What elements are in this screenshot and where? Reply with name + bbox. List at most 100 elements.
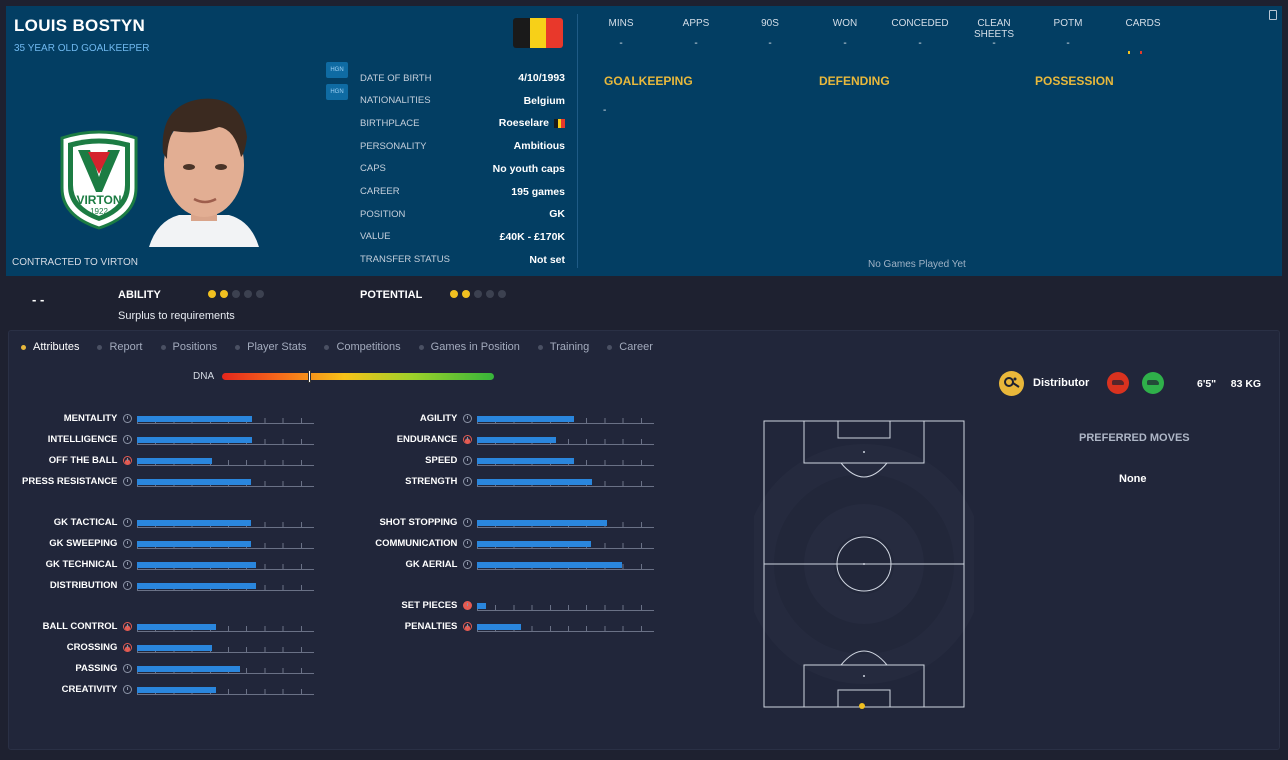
bio-row: POSITION GK xyxy=(360,205,565,223)
tab-attributes[interactable]: Attributes xyxy=(21,341,79,353)
attribute-row[interactable]: BALL CONTROL xyxy=(14,616,314,637)
attribute-row[interactable]: INTELLIGENCE xyxy=(14,429,314,450)
bio-value-text: GK xyxy=(549,208,565,221)
attribute-name: GK TACTICAL xyxy=(53,517,118,528)
attribute-name: GK AERIAL xyxy=(405,559,458,570)
tab-training[interactable]: Training xyxy=(537,341,589,353)
attribute-row[interactable]: OFF THE BALL xyxy=(14,450,314,471)
bio-row: CAREER 195 games xyxy=(360,183,565,201)
attribute-row[interactable]: SET PIECES xyxy=(354,595,654,616)
attribute-name: SHOT STOPPING xyxy=(379,517,458,528)
cards-icons xyxy=(1128,41,1142,59)
attribute-bar xyxy=(137,517,314,528)
attribute-row[interactable]: PENALTIES xyxy=(354,616,654,637)
ability-stars xyxy=(208,290,264,298)
attribute-row[interactable]: PASSING xyxy=(14,658,314,679)
attribute-gauge-icon xyxy=(123,685,133,694)
stat-value: - xyxy=(619,38,623,49)
tab-positions[interactable]: Positions xyxy=(160,341,218,353)
attribute-row[interactable]: COMMUNICATION xyxy=(354,533,654,554)
stat-value: - xyxy=(992,38,996,49)
bio-value-text: No youth caps xyxy=(492,162,565,175)
attribute-row[interactable]: SPEED xyxy=(354,450,654,471)
attribute-row[interactable]: GK AERIAL xyxy=(354,554,654,575)
attribute-bar xyxy=(137,413,314,424)
belgium-flag-icon xyxy=(513,18,563,48)
bio-label: VALUE xyxy=(360,231,391,243)
role-label: Distributor xyxy=(1033,377,1090,389)
attribute-bar-fill xyxy=(137,686,216,693)
attribute-row[interactable]: GK TECHNICAL xyxy=(14,554,314,575)
attribute-row[interactable]: ENDURANCE xyxy=(354,429,654,450)
attribute-gauge-icon xyxy=(123,414,133,423)
attribute-bar-fill xyxy=(137,540,251,547)
stat-header-cards[interactable]: CARDS xyxy=(1125,18,1161,29)
tab-bar: Attributes Report Positions Player Stats Com… xyxy=(21,341,671,353)
tab-competitions[interactable]: Competitions xyxy=(324,341,401,353)
side-button-2[interactable]: HGN xyxy=(326,84,348,100)
attribute-bar-fill xyxy=(137,623,216,630)
attribute-name: GK SWEEPING xyxy=(49,538,118,549)
bio-value-text: £40K - £170K xyxy=(499,230,565,243)
attribute-name: SPEED xyxy=(425,455,458,466)
club-badge-name: VIRTON xyxy=(76,193,121,207)
role-distributor-icon[interactable] xyxy=(999,371,1024,396)
stat-header-potm[interactable]: POTM xyxy=(1053,18,1083,29)
tab-career[interactable]: Career xyxy=(607,341,653,353)
tab-label: Positions xyxy=(172,341,218,353)
tab-games-in-position[interactable]: Games in Position xyxy=(418,341,520,353)
attribute-name: STRENGTH xyxy=(405,476,458,487)
attribute-row[interactable]: PRESS RESISTANCE xyxy=(14,471,314,492)
side-button-1[interactable]: HGN xyxy=(326,62,348,78)
attribute-row[interactable]: GK TACTICAL xyxy=(14,512,314,533)
ability-label: ABILITY xyxy=(118,289,161,301)
attribute-gauge-icon xyxy=(463,477,473,486)
attribute-row[interactable]: CROSSING xyxy=(14,637,314,658)
bio-row: VALUE £40K - £170K xyxy=(360,228,565,246)
attribute-row[interactable]: GK SWEEPING xyxy=(14,533,314,554)
yellow-card-icon xyxy=(1128,51,1130,54)
attribute-bar-fill xyxy=(137,478,251,485)
stat-header-apps[interactable]: APPS xyxy=(682,18,710,29)
club-badge[interactable]: VIRTON 1922 xyxy=(58,130,140,230)
attribute-bar-fill xyxy=(137,665,240,672)
attribute-bar xyxy=(137,455,314,466)
attribute-bar xyxy=(477,538,654,549)
attribute-bar-fill xyxy=(137,436,253,443)
attribute-bar xyxy=(477,600,654,611)
star-dot xyxy=(244,290,252,298)
attribute-row[interactable]: SHOT STOPPING xyxy=(354,512,654,533)
tab-label: Report xyxy=(109,341,143,353)
attribute-gauge-icon xyxy=(123,539,133,548)
stat-header-clean-sheets[interactable]: CLEAN SHEETS xyxy=(973,18,1014,40)
tab-label: Competitions xyxy=(336,341,401,353)
bio-value: Roeselare xyxy=(499,117,566,129)
star-dot xyxy=(256,290,264,298)
edit-icon[interactable] xyxy=(1269,10,1277,20)
attribute-bar xyxy=(477,559,654,570)
stat-header-90s[interactable]: 90S xyxy=(761,18,779,29)
potential-stars xyxy=(450,290,506,298)
attribute-row[interactable]: CREATIVITY xyxy=(14,679,314,700)
tab-report[interactable]: Report xyxy=(97,341,143,353)
attribute-gauge-icon xyxy=(123,560,133,569)
tab-dot-icon xyxy=(21,344,26,350)
attribute-bar xyxy=(477,517,654,528)
attribute-bar-fill xyxy=(137,415,253,422)
attribute-bar-fill xyxy=(477,436,556,443)
bio-value: £40K - £170K xyxy=(500,231,565,243)
attribute-bar-fill xyxy=(477,623,522,630)
attribute-row[interactable]: AGILITY xyxy=(354,408,654,429)
tab-player-stats[interactable]: Player Stats xyxy=(235,341,306,353)
attribute-gauge-icon xyxy=(123,622,133,631)
stat-header-won[interactable]: WON xyxy=(832,18,858,29)
stat-header-conceded[interactable]: CONCEDED xyxy=(891,18,949,29)
attribute-name: GK TECHNICAL xyxy=(45,559,118,570)
bio-value: Ambitious xyxy=(514,140,565,152)
attribute-bar xyxy=(477,476,654,487)
attribute-row[interactable]: DISTRIBUTION xyxy=(14,575,314,596)
bio-value-text: Belgium xyxy=(523,94,565,107)
attribute-row[interactable]: MENTALITY xyxy=(14,408,314,429)
stat-header-mins[interactable]: MINS xyxy=(608,18,634,29)
attribute-row[interactable]: STRENGTH xyxy=(354,471,654,492)
